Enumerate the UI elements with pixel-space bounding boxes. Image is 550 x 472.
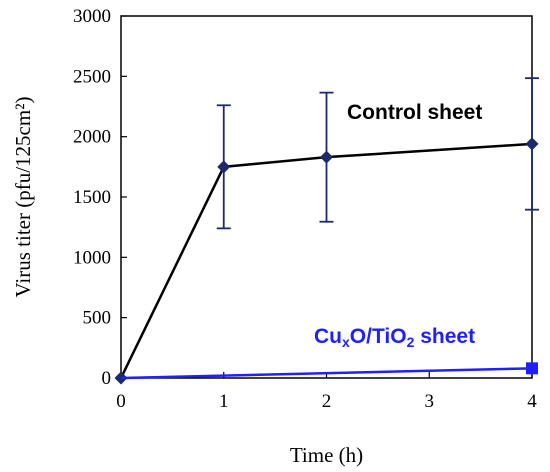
y-tick-label: 2000 [73, 127, 111, 148]
series-0 [114, 77, 539, 385]
x-tick-label: 0 [116, 391, 126, 412]
y-tick-label: 0 [102, 368, 112, 389]
y-axis-label: Virus titer (pfu/125cm²) [11, 97, 35, 298]
y-tick-label: 1000 [73, 247, 111, 268]
x-tick-label: 2 [322, 391, 332, 412]
data-point [320, 150, 333, 164]
x-tick-label: 4 [527, 391, 537, 412]
x-tick-label: 3 [425, 391, 435, 412]
y-tick-label: 1500 [73, 187, 111, 208]
data-point [217, 160, 231, 174]
data-point [525, 137, 539, 151]
series-1 [120, 362, 538, 380]
y-tick-label: 500 [83, 308, 112, 329]
y-tick-label: 2500 [73, 66, 111, 87]
x-tick-label: 1 [219, 391, 229, 412]
control-sheet-label: Control sheet [347, 101, 482, 124]
x-axis-label: Time (h) [290, 443, 363, 467]
series-line [119, 142, 533, 379]
cuxo-tio2-sheet-label: CuxO/TiO2 sheet [314, 325, 475, 350]
series-layer [114, 77, 539, 385]
y-axis-ticks: 0 500 1000 1500 2000 2500 3000 [73, 6, 127, 389]
series-line [120, 367, 533, 380]
y-tick-label: 3000 [73, 6, 111, 27]
data-point [526, 362, 538, 375]
